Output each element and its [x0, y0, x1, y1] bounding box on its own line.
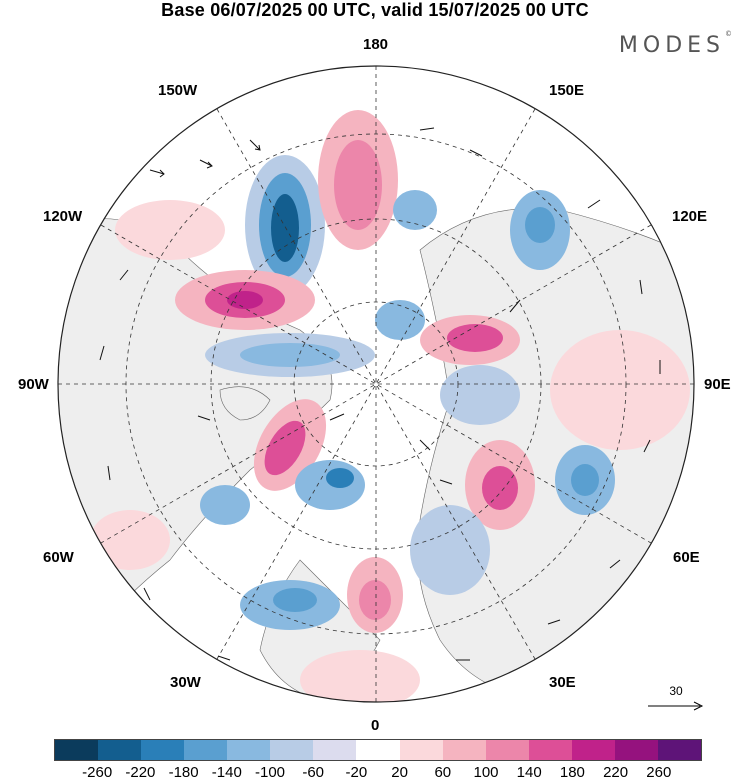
- graticule: [58, 66, 694, 702]
- colorbar-cell: [657, 740, 701, 760]
- colorbar-tick-label: -60: [302, 764, 325, 781]
- reference-vector-label: 30: [669, 684, 683, 698]
- map-fill: [58, 66, 694, 702]
- anomaly-fields: [90, 110, 690, 702]
- colorbar-cell: [356, 740, 400, 760]
- colorbar-cell: [571, 740, 615, 760]
- lon-label-120e: 120E: [672, 208, 708, 225]
- colorbar-tick-label: -20: [345, 764, 368, 781]
- colorbar-tick-label: 140: [516, 764, 542, 781]
- colorbar-tick-label: -220: [125, 764, 156, 781]
- colorbar-cell: [184, 740, 228, 760]
- map-title: Base 06/07/2025 00 UTC, valid 15/07/2025…: [161, 0, 589, 20]
- logo-text: MODES: [618, 33, 725, 58]
- lon-label-60e: 60E: [673, 549, 700, 566]
- colorbar-cell: [399, 740, 443, 760]
- colorbar-tick-label: -140: [211, 764, 242, 781]
- reference-arrow: [648, 701, 704, 711]
- colorbar-cell: [98, 740, 142, 760]
- lon-label-30w: 30W: [170, 674, 201, 691]
- lon-label-150e: 150E: [549, 82, 585, 99]
- map-boundary: [57, 65, 695, 703]
- colorbar-tick-label: 100: [473, 764, 499, 781]
- colorbar-cell: [528, 740, 572, 760]
- lon-label-0: 0: [371, 717, 380, 734]
- lon-label-90w: 90W: [18, 376, 49, 393]
- colorbar-tick-label: 180: [559, 764, 585, 781]
- lon-label-120w: 120W: [43, 208, 83, 225]
- colorbar-cell: [485, 740, 529, 760]
- colorbar-tick-label: 260: [646, 764, 672, 781]
- lon-label-90e: 90E: [704, 376, 731, 393]
- colorbar-tick-label: 60: [434, 764, 452, 781]
- colorbar-tick-label: -100: [254, 764, 286, 781]
- modes-logo: MODES©: [618, 29, 732, 58]
- logo-mark: ©: [725, 29, 732, 38]
- colorbar-cell: [227, 740, 271, 760]
- colorbar-cell: [141, 740, 185, 760]
- colorbar: [54, 739, 702, 761]
- lon-label-150w: 150W: [158, 82, 198, 99]
- colorbar-cell: [614, 740, 658, 760]
- colorbar-ticks: -260 -220 -180 -140 -100 -60 -20 20 60 100 140 180 2…: [0, 764, 750, 782]
- colorbar-tick-label: -180: [168, 764, 199, 781]
- wind-vectors: [99, 127, 661, 661]
- colorbar-tick-label: 220: [603, 764, 629, 781]
- lon-label-30e: 30E: [549, 674, 576, 691]
- lon-label-60w: 60W: [43, 549, 74, 566]
- colorbar-cell: [270, 740, 314, 760]
- colorbar-cell: [313, 740, 357, 760]
- colorbar-cell: [442, 740, 486, 760]
- lon-label-180: 180: [363, 36, 389, 53]
- colorbar-tick-label: 20: [391, 764, 408, 781]
- polar-map: [57, 65, 704, 711]
- colorbar-tick-label: -260: [82, 764, 113, 781]
- colorbar-cell: [55, 740, 99, 760]
